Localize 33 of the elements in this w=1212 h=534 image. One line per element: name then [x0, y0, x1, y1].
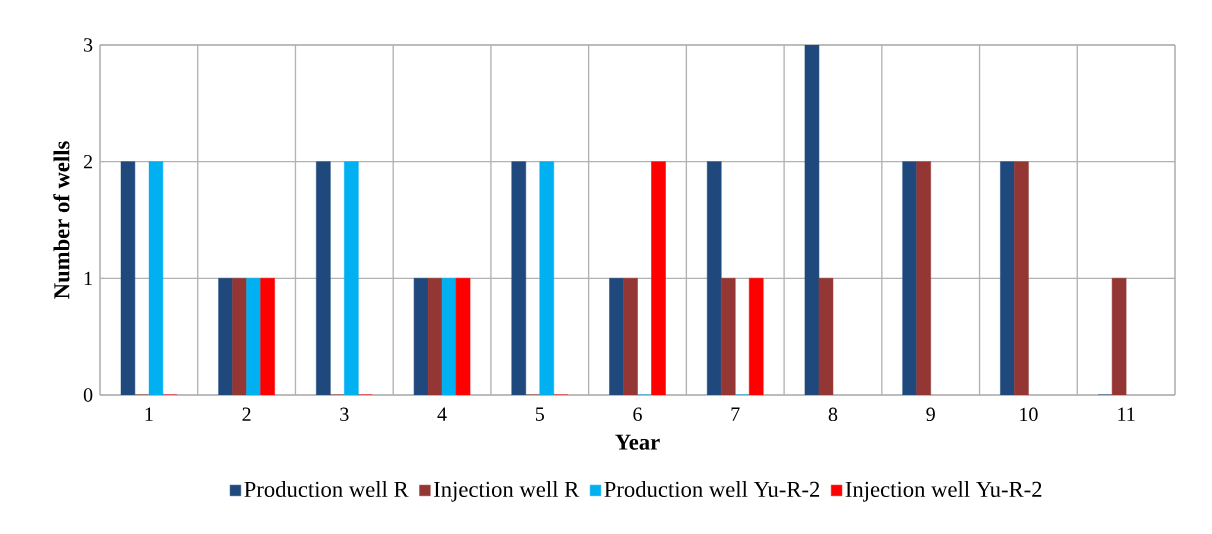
legend-label: Production well R — [244, 481, 409, 498]
bar — [455, 278, 471, 395]
x-tick-label: 10 — [1020, 407, 1038, 422]
x-tick-label: 2 — [242, 407, 251, 421]
y-axis-title: Number of wells — [53, 141, 70, 299]
x-tick-label: 11 — [1118, 407, 1135, 421]
bar — [1014, 161, 1029, 395]
x-tick-label: 5 — [535, 407, 544, 421]
y-tick-label: 3 — [84, 38, 93, 52]
bar — [623, 278, 638, 395]
y-tick-label: 1 — [84, 271, 92, 285]
x-tick-label: 7 — [731, 407, 740, 421]
y-tick-label: 2 — [83, 155, 92, 169]
bar — [427, 278, 443, 395]
x-tick-label: 1 — [145, 407, 153, 421]
bar — [748, 278, 764, 395]
legend-label: Injection well Yu-R-2 — [845, 481, 1042, 502]
bar — [720, 278, 736, 395]
y-tick-label: 0 — [83, 388, 93, 402]
bar — [1111, 278, 1127, 395]
legend-label: Production well Yu-R-2 — [604, 481, 820, 498]
bar — [651, 161, 666, 395]
bar — [818, 278, 834, 395]
x-tick-label: 9 — [926, 407, 935, 422]
bar — [916, 161, 931, 395]
legend-label: Injection well R — [434, 481, 580, 502]
x-tick-label: 8 — [828, 407, 838, 422]
x-tick-label: 4 — [437, 407, 447, 421]
bar — [232, 278, 247, 395]
x-axis-title: Year — [615, 434, 660, 450]
x-tick-label: 6 — [633, 407, 642, 422]
x-tick-label: 3 — [340, 407, 349, 422]
bar — [260, 278, 275, 395]
